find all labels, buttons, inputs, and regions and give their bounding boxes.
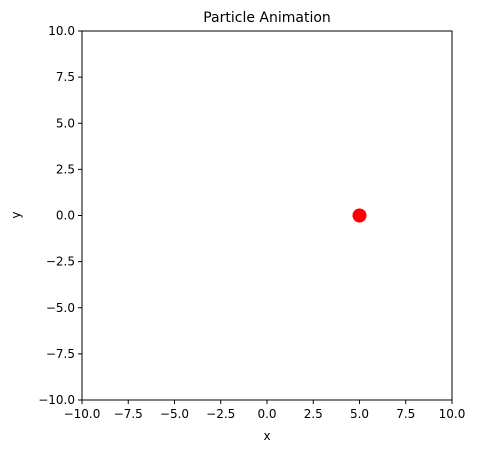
x-tick-label: 0.0 xyxy=(257,407,276,421)
y-tick-label: −10.0 xyxy=(38,393,75,407)
data-points xyxy=(352,208,367,223)
y-tick-label: 10.0 xyxy=(48,24,75,38)
x-tick-label: −5.0 xyxy=(160,407,189,421)
y-tick-label: −2.5 xyxy=(46,255,75,269)
particle-point xyxy=(352,208,367,223)
x-axis-ticks: −10.0 −7.5 −5.0 −2.5 0.0 2.5 5.0 7.5 10.0 xyxy=(64,400,466,421)
x-tick-label: −7.5 xyxy=(114,407,143,421)
plot-area xyxy=(81,30,453,401)
x-tick-label: 10.0 xyxy=(439,407,466,421)
y-tick-label: −7.5 xyxy=(46,347,75,361)
x-tick-label: 7.5 xyxy=(396,407,415,421)
y-tick-label: 5.0 xyxy=(56,116,75,130)
x-tick-label: −2.5 xyxy=(206,407,235,421)
chart-title: Particle Animation xyxy=(203,10,331,26)
x-tick-label: −10.0 xyxy=(64,407,101,421)
x-tick-label: 2.5 xyxy=(304,407,323,421)
y-tick-label: 0.0 xyxy=(56,209,75,223)
x-tick-label: 5.0 xyxy=(350,407,369,421)
x-axis-label: x xyxy=(263,429,270,443)
y-axis-label: y xyxy=(9,211,23,218)
y-tick-label: 7.5 xyxy=(56,70,75,84)
y-tick-label: 2.5 xyxy=(56,162,75,176)
y-tick-label: −5.0 xyxy=(46,301,75,315)
y-axis-ticks: −10.0 −7.5 −5.0 −2.5 0.0 2.5 5.0 7.5 10.0 xyxy=(38,24,82,407)
